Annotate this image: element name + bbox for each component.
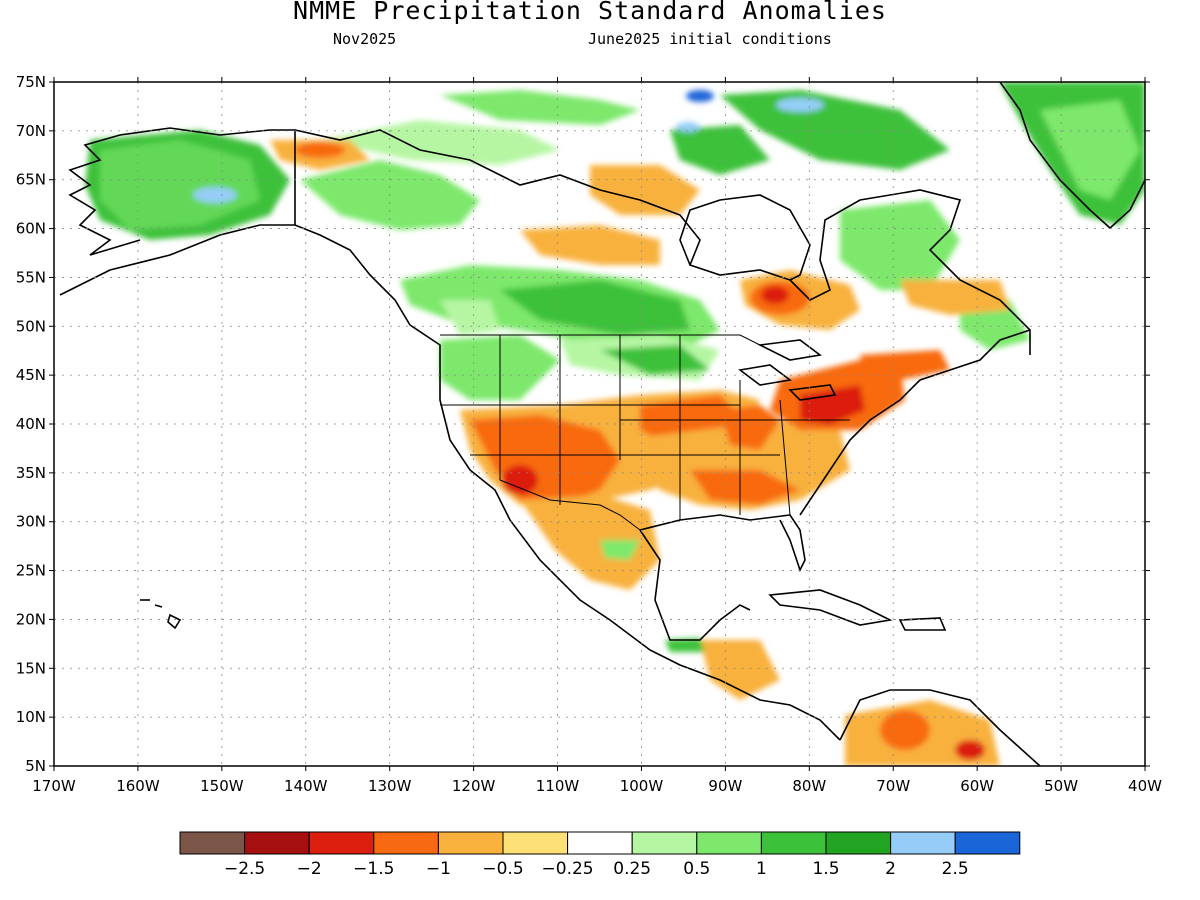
legend-swatch bbox=[954, 831, 1021, 855]
legend-swatch bbox=[502, 831, 569, 855]
lat-tick-label: 10N bbox=[16, 708, 46, 726]
legend-label: −2 bbox=[297, 859, 322, 879]
lon-tick-label: 40W bbox=[1128, 777, 1162, 795]
longitude-labels: 170W 160W 150W 140W 130W 120W 110W 100W 90W 80W 70… bbox=[32, 777, 1162, 795]
graticule bbox=[54, 82, 1145, 766]
anomaly-region-northeast bbox=[800, 385, 865, 425]
anomaly-shading bbox=[85, 82, 1145, 766]
legend-label: −1 bbox=[426, 859, 451, 879]
lon-tick-label: 60W bbox=[960, 777, 994, 795]
legend-swatch bbox=[437, 831, 504, 855]
lon-tick-label: 110W bbox=[536, 777, 580, 795]
lon-tick-label: 90W bbox=[708, 777, 742, 795]
target-month: Nov2025 bbox=[333, 30, 397, 48]
legend-label: 0.5 bbox=[683, 859, 710, 879]
political-borders bbox=[440, 334, 850, 531]
lat-tick-label: 75N bbox=[16, 73, 46, 91]
legend-label: −0.5 bbox=[482, 859, 523, 879]
lat-tick-label: 40N bbox=[16, 415, 46, 433]
lat-tick-label: 50N bbox=[16, 317, 46, 335]
lon-tick-label: 170W bbox=[32, 777, 76, 795]
lon-tick-label: 70W bbox=[876, 777, 910, 795]
legend-swatch bbox=[825, 831, 892, 855]
legend-label: 0.25 bbox=[613, 859, 651, 879]
lon-tick-label: 80W bbox=[792, 777, 826, 795]
lat-tick-label: 55N bbox=[16, 268, 46, 286]
legend-label: 2 bbox=[885, 859, 896, 879]
legend-swatch bbox=[244, 831, 310, 855]
initial-conditions-label: June2025 initial conditions bbox=[588, 30, 832, 48]
axis-ticks bbox=[49, 77, 1150, 771]
lon-tick-label: 100W bbox=[620, 777, 664, 795]
legend-label: −0.25 bbox=[542, 859, 594, 879]
lat-tick-label: 25N bbox=[16, 562, 46, 580]
legend-swatch bbox=[308, 831, 375, 855]
map-title: NMME Precipitation Standard Anomalies bbox=[293, 0, 887, 25]
legend-labels: −2.5 −2 −1.5 −1 −0.5 −0.25 0.25 0.5 1 1.5 2 2.5 bbox=[224, 859, 969, 879]
legend-swatch bbox=[373, 831, 439, 855]
lat-tick-label: 20N bbox=[16, 610, 46, 628]
legend-label: 1 bbox=[756, 859, 767, 879]
lat-tick-label: 70N bbox=[16, 122, 46, 140]
lon-tick-label: 120W bbox=[452, 777, 496, 795]
lat-tick-label: 45N bbox=[16, 366, 46, 384]
legend-label: 2.5 bbox=[942, 859, 969, 879]
lon-tick-label: 50W bbox=[1044, 777, 1078, 795]
legend-swatch bbox=[631, 831, 698, 855]
legend-label: −2.5 bbox=[224, 859, 265, 879]
legend-swatch bbox=[567, 831, 633, 855]
legend-swatch bbox=[179, 831, 246, 855]
legend-swatch bbox=[890, 831, 956, 855]
lat-tick-label: 5N bbox=[25, 757, 46, 775]
legend-label: −1.5 bbox=[353, 859, 394, 879]
lon-tick-label: 160W bbox=[116, 777, 160, 795]
coastlines bbox=[59, 82, 1145, 766]
lon-tick-label: 130W bbox=[368, 777, 412, 795]
lon-tick-label: 150W bbox=[200, 777, 244, 795]
lat-tick-label: 30N bbox=[16, 513, 46, 531]
lat-tick-label: 35N bbox=[16, 464, 46, 482]
latitude-labels: 75N 70N 65N 60N 55N 50N 45N 40N 35N 30N 25N 20N 15N 1… bbox=[16, 73, 46, 775]
lat-tick-label: 65N bbox=[16, 171, 46, 189]
lon-tick-label: 140W bbox=[284, 777, 328, 795]
legend-swatch bbox=[696, 831, 762, 855]
lat-tick-label: 60N bbox=[16, 220, 46, 238]
lat-tick-label: 15N bbox=[16, 659, 46, 677]
legend-label: 1.5 bbox=[812, 859, 839, 879]
legend-swatch bbox=[760, 831, 827, 855]
color-legend bbox=[179, 831, 1021, 855]
